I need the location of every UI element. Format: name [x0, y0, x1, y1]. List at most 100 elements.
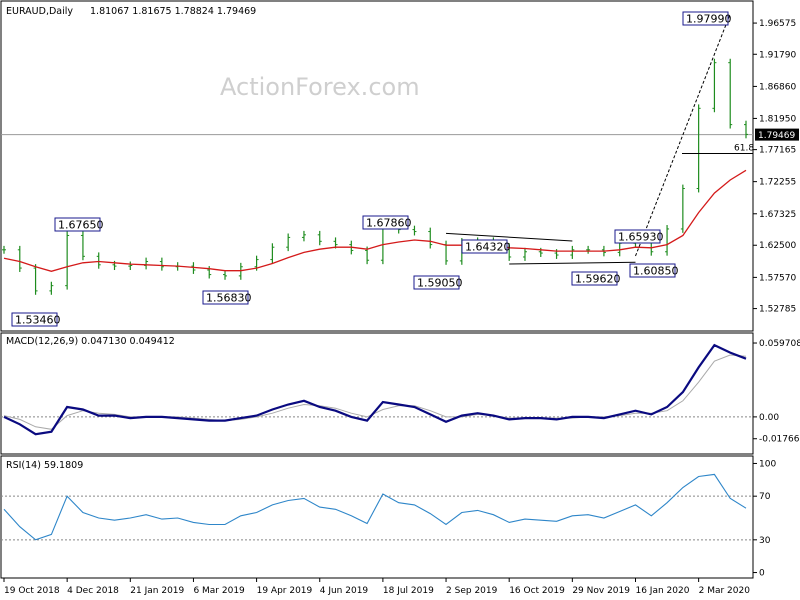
axis-layer: 1.96575 1.91790 1.86860 1.81950 1.77165 1.722…	[3, 19, 800, 596]
annotation-text: 1.59050	[417, 277, 463, 290]
x-tick-label: 16 Jan 2020	[635, 586, 689, 596]
price-tick-label: 1.72255	[759, 178, 796, 188]
price-tick-label: 1.96575	[759, 19, 796, 29]
annotation-text: 1.59620	[575, 273, 621, 286]
rsi-layer	[1, 473, 753, 541]
macd-tick-label: 0.059708	[759, 339, 800, 349]
price-bar	[301, 230, 306, 242]
x-tick-label: 2 Sep 2019	[446, 586, 498, 596]
trendline	[509, 261, 636, 265]
price-bar	[17, 245, 22, 272]
price-tick-label: 1.81950	[759, 114, 796, 124]
price-tick-label: 1.57570	[759, 273, 796, 283]
price-bar	[680, 184, 685, 233]
price-bar	[80, 231, 85, 261]
price-bar	[33, 264, 38, 295]
price-bar	[128, 261, 133, 271]
rsi-panel-frame	[0, 455, 754, 579]
fib-level-label: 61.8	[734, 144, 754, 154]
price-bar	[696, 104, 701, 193]
x-tick-label: 19 Apr 2019	[257, 586, 313, 596]
price-tick-label: 1.86860	[759, 82, 796, 92]
price-label-1-5962: 1.59620	[571, 271, 621, 286]
price-bar	[428, 227, 433, 249]
current-price-tag	[755, 128, 799, 141]
price-label-1-5683: 1.56830	[202, 290, 252, 305]
rsi-tick-label: 0	[759, 569, 765, 579]
rsi-tick-label: 100	[759, 459, 776, 469]
annotation-text: 1.53460	[15, 314, 61, 327]
price-bar	[49, 281, 54, 295]
annotation-text: 1.97990	[686, 13, 732, 26]
price-label-1-6432: 1.64320	[461, 239, 511, 254]
price-label-1-5905: 1.59050	[413, 275, 463, 290]
price-bar	[270, 243, 275, 264]
price-label-1-6085: 1.60850	[629, 263, 679, 278]
price-bar	[570, 245, 575, 259]
annotation-text: 1.67650	[58, 219, 104, 232]
x-tick-label: 4 Dec 2018	[67, 586, 119, 596]
x-tick-label: 4 Jun 2019	[320, 586, 369, 596]
moving-average-line	[3, 169, 747, 272]
price-label-1-6593: 1.65930	[614, 229, 664, 244]
watermark: ActionForex.com	[220, 73, 420, 101]
label-layer: 1.53460 1.67650 1.56830 1.67860 1.59050 1.643…	[11, 11, 732, 327]
price-label-1-6765: 1.67650	[54, 217, 104, 232]
x-tick-label: 2 Mar 2020	[699, 586, 751, 596]
price-bar	[65, 231, 70, 290]
rsi-tick-label: 70	[759, 492, 771, 502]
annotation-text: 1.67860	[366, 217, 412, 230]
x-tick-label: 21 Jan 2019	[130, 586, 184, 596]
macd-header: MACD(12,26,9) 0.047130 0.049412	[6, 336, 175, 347]
price-bar	[728, 58, 733, 129]
macd-tick-label: 0.00	[759, 413, 779, 423]
price-bar	[712, 58, 717, 113]
annotation-text: 1.60850	[633, 265, 679, 278]
price-panel-frame	[0, 0, 754, 332]
price-bar	[191, 262, 196, 274]
x-tick-label: 19 Oct 2018	[4, 586, 60, 596]
trendline	[635, 13, 731, 257]
annotation-text: 1.64320	[465, 241, 511, 254]
current-price-value: 1.79469	[758, 131, 795, 141]
price-tick-label: 1.67325	[759, 210, 796, 220]
price-header-symbol: EURAUD,Daily	[6, 6, 73, 17]
price-bar	[522, 247, 527, 261]
price-layer: 61.8	[1, 13, 754, 295]
price-label-1-6786: 1.67860	[362, 215, 412, 230]
price-bar	[412, 225, 417, 236]
x-tick-label: 18 Jul 2019	[383, 586, 434, 596]
price-bar	[96, 252, 101, 269]
annotation-text: 1.65930	[618, 231, 664, 244]
price-tick-label: 1.52785	[759, 305, 796, 315]
trendline	[446, 232, 573, 242]
macd-panel-frame	[0, 332, 754, 455]
price-bar	[586, 245, 591, 254]
price-bar	[223, 270, 228, 280]
price-bar	[144, 257, 149, 270]
price-bar	[2, 245, 6, 254]
price-tick-label: 1.77165	[759, 146, 796, 156]
x-tick-label: 29 Nov 2019	[572, 586, 630, 596]
price-header-ohlc: 1.81067 1.81675 1.78824 1.79469	[90, 6, 256, 17]
price-label-1-9799: 1.97990	[682, 11, 732, 26]
price-bar	[665, 225, 670, 256]
price-tick-label: 1.62500	[759, 241, 796, 251]
price-tick-label: 1.91790	[759, 50, 796, 60]
macd-line	[3, 343, 747, 436]
x-tick-label: 16 Oct 2019	[509, 586, 565, 596]
rsi-header: RSI(14) 59.1809	[6, 460, 83, 471]
price-bar	[159, 257, 164, 271]
price-label-1-5346: 1.53460	[11, 312, 61, 327]
macd-layer	[1, 343, 753, 436]
rsi-line	[3, 473, 747, 541]
price-bar	[286, 233, 291, 252]
x-tick-label: 6 Mar 2019	[193, 586, 245, 596]
macd-signal-line	[3, 354, 747, 430]
price-bar	[317, 230, 322, 246]
price-bar	[744, 120, 748, 139]
annotation-text: 1.56830	[206, 292, 252, 305]
